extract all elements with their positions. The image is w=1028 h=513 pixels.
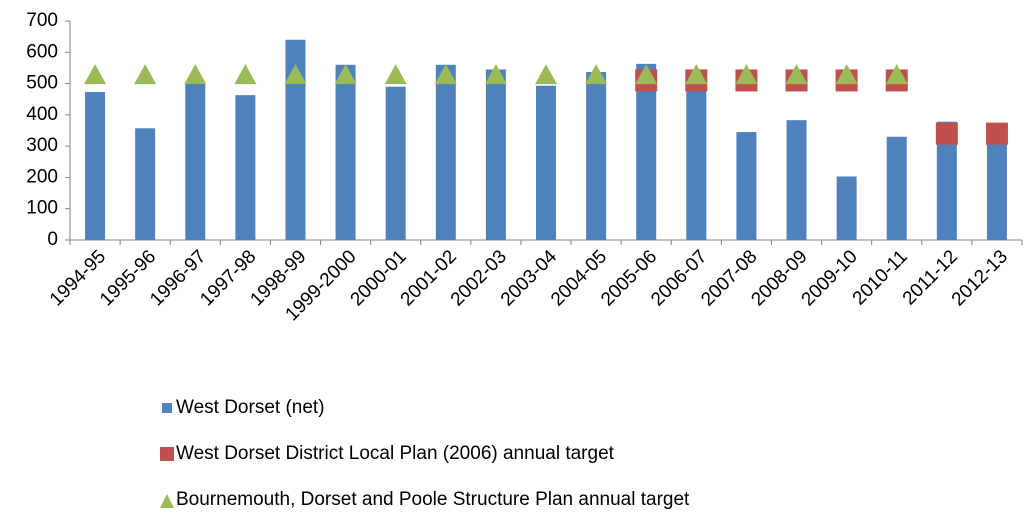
legend-swatch bbox=[162, 403, 172, 413]
bar bbox=[435, 64, 456, 240]
y-tick-label: 700 bbox=[26, 10, 58, 31]
square-marker bbox=[985, 122, 1008, 145]
legend-swatch bbox=[160, 494, 174, 508]
y-tick-label: 500 bbox=[26, 73, 58, 94]
bar bbox=[385, 86, 406, 240]
triangle-marker bbox=[835, 64, 858, 85]
bar bbox=[686, 83, 707, 240]
bar bbox=[85, 92, 106, 240]
bar bbox=[285, 39, 306, 241]
triangle-marker bbox=[885, 64, 908, 85]
bar bbox=[636, 63, 657, 241]
triangle-marker bbox=[84, 64, 107, 85]
x-tick-label: 2009-10 bbox=[798, 246, 862, 310]
triangle-marker bbox=[184, 64, 207, 85]
triangle-marker bbox=[384, 64, 407, 85]
triangle-marker bbox=[134, 64, 157, 85]
y-tick-label: 400 bbox=[26, 104, 58, 125]
triangle-marker bbox=[334, 64, 357, 85]
bar bbox=[986, 125, 1007, 240]
triangle-marker bbox=[535, 64, 557, 85]
bar bbox=[736, 132, 757, 240]
bar bbox=[936, 121, 957, 240]
y-tick-label: 300 bbox=[26, 135, 58, 156]
legend-label: Bournemouth, Dorset and Poole Structure … bbox=[176, 489, 690, 510]
bar bbox=[536, 85, 556, 240]
bar bbox=[786, 120, 807, 240]
bar bbox=[235, 95, 256, 240]
y-tick-label: 100 bbox=[26, 198, 58, 219]
triangle-marker bbox=[735, 64, 758, 85]
bar bbox=[886, 136, 907, 240]
triangle-marker bbox=[635, 64, 658, 85]
legend-label: West Dorset District Local Plan (2006) a… bbox=[176, 443, 615, 464]
bar bbox=[485, 69, 506, 240]
triangle-marker bbox=[785, 64, 808, 85]
bar bbox=[586, 71, 607, 240]
triangle-marker bbox=[434, 64, 457, 85]
y-tick-label: 600 bbox=[26, 41, 58, 62]
x-tick-label: 2012-13 bbox=[948, 246, 1012, 310]
triangle-marker bbox=[685, 64, 708, 85]
square-marker bbox=[935, 122, 958, 145]
legend-swatch bbox=[160, 447, 174, 461]
x-tick-label: 2010-11 bbox=[849, 246, 912, 309]
triangle-marker bbox=[234, 64, 257, 85]
bar bbox=[135, 128, 156, 240]
triangle-marker bbox=[484, 64, 507, 85]
bar bbox=[335, 64, 356, 240]
triangle-marker bbox=[284, 64, 307, 85]
bar bbox=[836, 176, 857, 240]
legend-label: West Dorset (net) bbox=[176, 397, 325, 418]
bar bbox=[185, 83, 206, 240]
triangle-marker bbox=[585, 64, 608, 85]
y-tick-label: 0 bbox=[47, 229, 58, 250]
y-tick-label: 200 bbox=[26, 166, 58, 187]
